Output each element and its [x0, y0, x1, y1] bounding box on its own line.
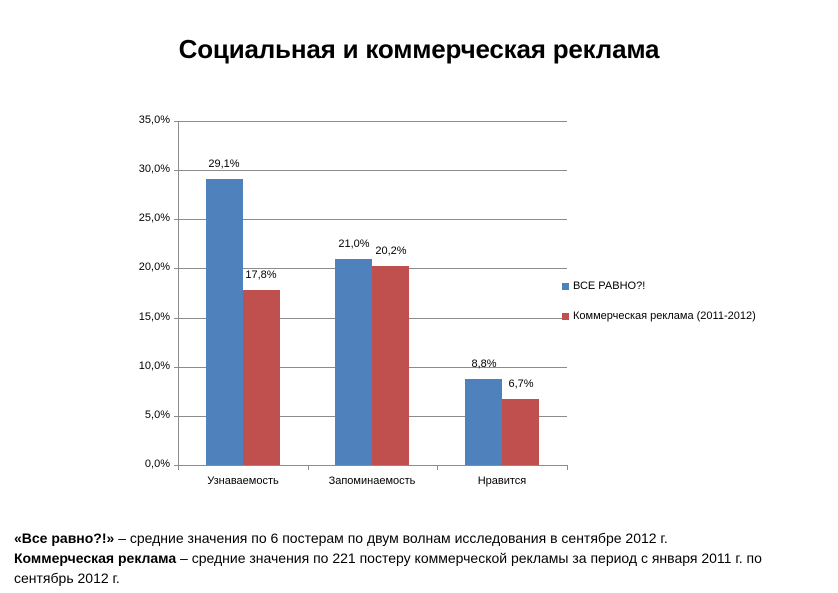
y-tick-label: 5,0% — [144, 409, 170, 421]
gridline — [178, 121, 567, 122]
legend-item: ВСЕ РАВНО?! — [562, 279, 756, 293]
y-tick — [174, 367, 179, 368]
y-tick-label: 30,0% — [138, 163, 170, 175]
legend-swatch-icon — [562, 282, 569, 290]
gridline — [178, 219, 567, 220]
y-tick-label: 25,0% — [138, 212, 170, 224]
note-line-2: Коммерческая реклама – средние значения … — [14, 548, 824, 588]
note-2-text: – средние значения по 221 постеру коммер… — [14, 550, 762, 586]
bar-commercial — [502, 399, 539, 465]
gridline — [178, 465, 567, 466]
legend-item: Коммерческая реклама (2011-2012) — [562, 309, 756, 323]
y-tick — [174, 121, 179, 122]
legend-swatch-icon — [562, 312, 569, 320]
gridline — [178, 170, 567, 171]
chart-title: Социальная и коммерческая реклама — [178, 34, 660, 64]
y-axis — [178, 121, 179, 466]
chart-legend: ВСЕ РАВНО?! Коммерческая реклама (2011-20… — [562, 279, 756, 339]
x-tick — [437, 465, 438, 470]
bar-commercial — [243, 290, 280, 465]
bar-vse-ravno — [206, 179, 243, 465]
y-tick — [174, 219, 179, 220]
bar-vse-ravno — [465, 379, 502, 465]
data-label: 21,0% — [338, 238, 370, 250]
x-category-label: Нравится — [477, 475, 527, 487]
note-1-text: – средние значения по 6 постерам по двум… — [114, 530, 668, 546]
bar-vse-ravno — [335, 259, 372, 465]
note-1-term: «Все равно?!» — [14, 530, 115, 546]
bar-commercial — [372, 266, 409, 465]
note-line-1: «Все равно?!» – средние значения по 6 по… — [14, 528, 824, 548]
y-tick — [174, 170, 179, 171]
y-tick-label: 20,0% — [138, 261, 170, 273]
x-category-label: Узнаваемость — [207, 475, 279, 487]
y-tick-label: 15,0% — [138, 311, 170, 323]
x-tick — [567, 465, 568, 470]
data-label: 29,1% — [208, 158, 240, 170]
x-tick — [178, 465, 179, 470]
y-tick — [174, 318, 179, 319]
y-tick-label: 10,0% — [138, 360, 170, 372]
y-tick-label: 0,0% — [144, 458, 170, 470]
y-tick — [174, 416, 179, 417]
chart-notes: «Все равно?!» – средние значения по 6 по… — [14, 528, 824, 588]
data-label: 20,2% — [375, 245, 407, 257]
y-tick — [174, 268, 179, 269]
data-label: 17,8% — [245, 269, 277, 281]
legend-label: Коммерческая реклама (2011-2012) — [573, 310, 756, 322]
x-category-label: Запоминаемость — [328, 475, 416, 487]
y-tick-label: 35,0% — [138, 114, 170, 126]
bar-chart: 0,0% 5,0% 10,0% 15,0% 20,0% 25,0% 30,0% 35,0% 29… — [138, 114, 568, 487]
legend-label: ВСЕ РАВНО?! — [573, 280, 646, 292]
x-tick — [308, 465, 309, 470]
data-label: 6,7% — [508, 378, 534, 390]
y-tick — [174, 465, 179, 466]
data-label: 8,8% — [471, 358, 497, 370]
note-2-term: Коммерческая реклама — [14, 550, 177, 566]
